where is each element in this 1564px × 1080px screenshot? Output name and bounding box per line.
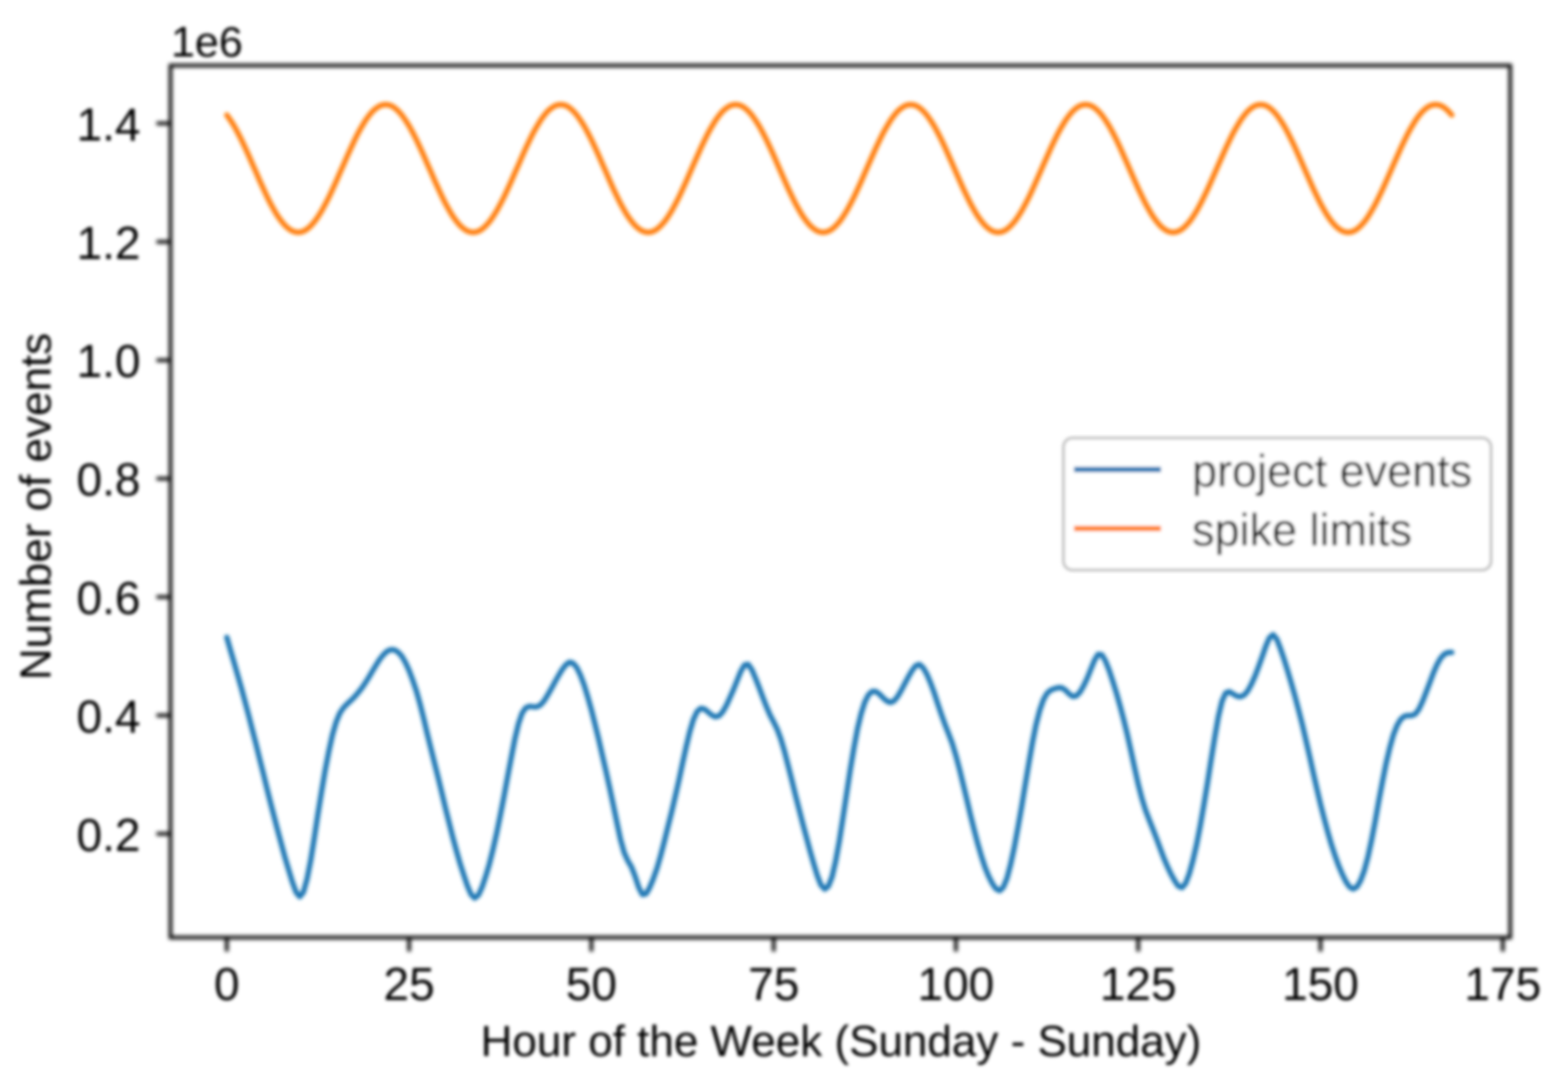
svg-text:0: 0 xyxy=(214,958,240,1010)
svg-text:25: 25 xyxy=(384,958,435,1010)
svg-text:Number of events: Number of events xyxy=(12,333,61,680)
svg-text:50: 50 xyxy=(566,958,617,1010)
svg-text:1.2: 1.2 xyxy=(77,217,141,269)
svg-text:175: 175 xyxy=(1464,958,1541,1010)
svg-text:75: 75 xyxy=(748,958,799,1010)
svg-text:Hour of the Week (Sunday - Sun: Hour of the Week (Sunday - Sunday) xyxy=(481,1017,1202,1066)
svg-text:project events: project events xyxy=(1192,446,1472,497)
svg-text:150: 150 xyxy=(1282,958,1359,1010)
svg-text:1.0: 1.0 xyxy=(77,335,141,387)
svg-text:100: 100 xyxy=(918,958,995,1010)
svg-text:125: 125 xyxy=(1100,958,1177,1010)
svg-text:1e6: 1e6 xyxy=(171,19,243,67)
svg-text:0.4: 0.4 xyxy=(77,690,141,742)
svg-text:0.2: 0.2 xyxy=(77,809,141,861)
svg-text:spike limits: spike limits xyxy=(1192,505,1412,556)
svg-text:0.6: 0.6 xyxy=(77,572,141,624)
svg-text:0.8: 0.8 xyxy=(77,454,141,506)
svg-text:1.4: 1.4 xyxy=(77,98,141,150)
